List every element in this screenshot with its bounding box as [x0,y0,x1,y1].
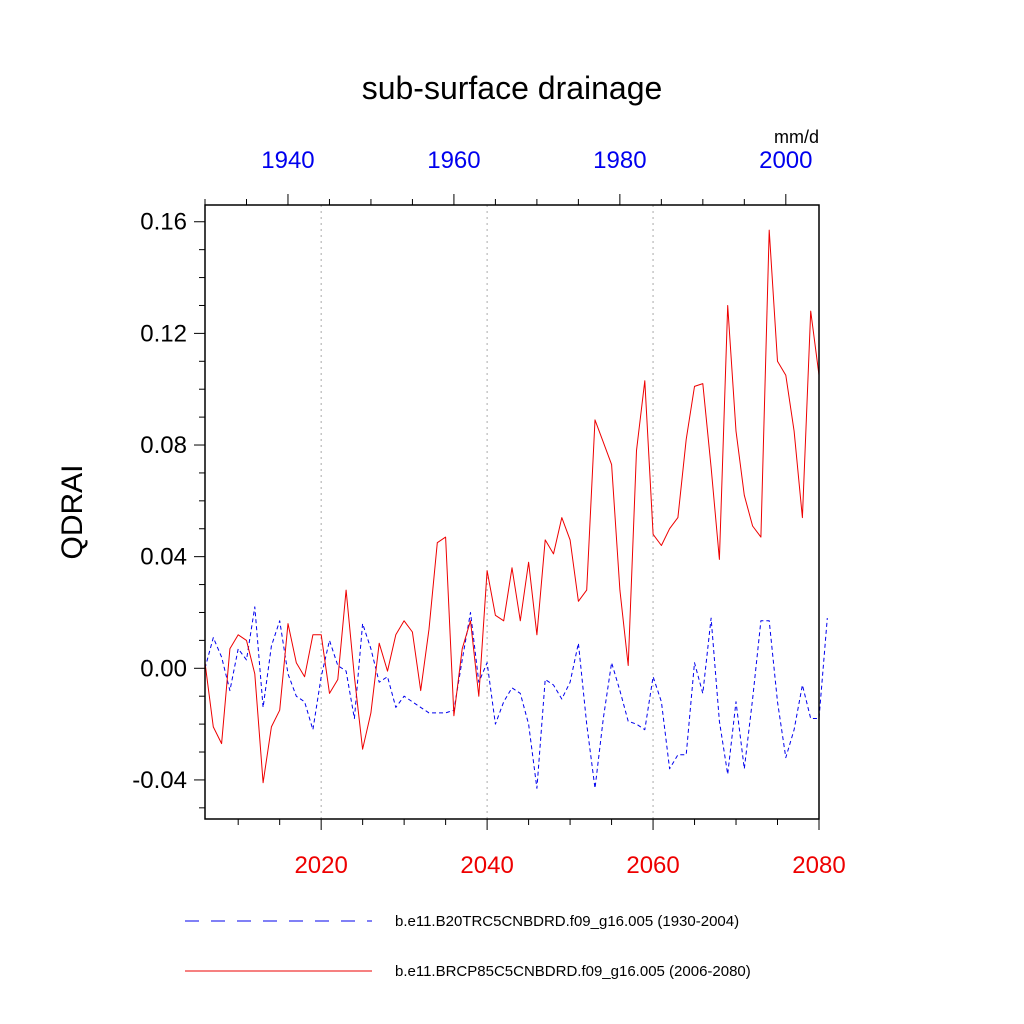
plot-frame [204,204,820,820]
x-bottom-tick-labels: 2020 2040 2060 2080 [294,852,845,879]
minor-ticks [199,199,779,825]
series-line-rcp85 [204,229,820,784]
series-layer [204,229,828,789]
x-top-tick-labels: 1940 1960 1980 2000 [261,147,812,174]
x-bottom-tick-label: 2020 [294,852,347,879]
x-bottom-tick-label: 2040 [460,852,513,879]
x-bottom-tick-label: 2080 [792,852,845,879]
legend: b.e11.B20TRC5CNBDRD.f09_g16.005 (1930-20… [185,913,751,980]
chart-title: sub-surface drainage [362,70,663,106]
series-line-historical [204,606,828,789]
legend-label-rcp85: b.e11.BRCP85C5CNBDRD.f09_g16.005 (2006-2… [395,963,751,980]
x-top-tick-label: 1960 [427,147,480,174]
units-label: mm/d [774,127,819,147]
y-tick-label: 0.16 [140,209,187,236]
tick-marks [194,194,820,830]
y-tick-labels: 0.16 0.12 0.08 0.04 0.00 -0.04 [132,209,187,794]
x-top-tick-label: 2000 [759,147,812,174]
y-tick-label: 0.08 [140,432,187,459]
x-bottom-tick-label: 2060 [626,852,679,879]
grid-lines [320,205,654,819]
y-tick-label: 0.04 [140,544,187,571]
legend-label-historical: b.e11.B20TRC5CNBDRD.f09_g16.005 (1930-20… [395,913,739,930]
y-axis-label: QDRAI [56,464,89,559]
x-top-tick-label: 1980 [593,147,646,174]
y-tick-label: 0.00 [140,655,187,682]
x-top-tick-label: 1940 [261,147,314,174]
y-tick-label: -0.04 [132,767,187,794]
y-tick-label: 0.12 [140,320,187,347]
